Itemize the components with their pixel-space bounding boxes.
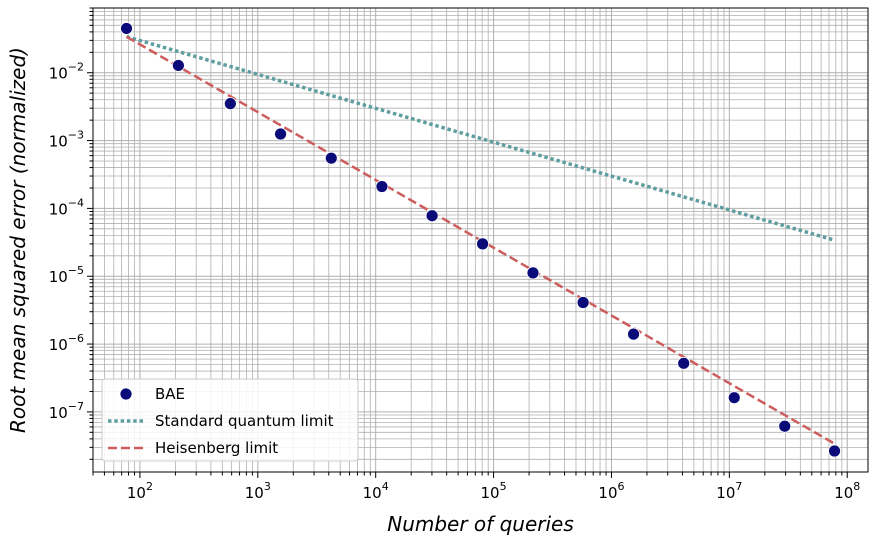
legend-label-0: BAE bbox=[155, 385, 185, 403]
legend-label-2: Heisenberg limit bbox=[155, 439, 278, 457]
x-axis-label: Number of queries bbox=[387, 512, 574, 536]
data-point bbox=[778, 419, 792, 433]
y-tick-label: 10−7 bbox=[49, 400, 84, 422]
y-tick-label: 10−2 bbox=[49, 61, 84, 83]
x-tick-label: 102 bbox=[127, 480, 153, 502]
grid-lines bbox=[92, 7, 868, 472]
data-point bbox=[425, 209, 439, 223]
y-tick-label: 10−3 bbox=[49, 129, 84, 151]
legend-marker-0 bbox=[119, 387, 133, 401]
x-tick-label: 107 bbox=[716, 480, 742, 502]
x-tick-label: 104 bbox=[363, 480, 389, 502]
data-point bbox=[375, 180, 389, 193]
data-point bbox=[476, 237, 489, 251]
plot-frame bbox=[92, 7, 869, 473]
legend-box bbox=[101, 378, 359, 462]
y-tick-label: 10−5 bbox=[49, 264, 84, 286]
data-point bbox=[120, 22, 133, 35]
data-point bbox=[727, 391, 741, 405]
legend: BAE Standard quantum limit Heisenberg limi… bbox=[101, 378, 359, 462]
legend-label-1: Standard quantum limit bbox=[155, 412, 334, 430]
data-point bbox=[274, 127, 287, 141]
data-point bbox=[627, 327, 640, 341]
data-point bbox=[526, 266, 540, 280]
x-tick-label: 108 bbox=[834, 480, 860, 502]
data-point bbox=[223, 97, 237, 111]
axis-ticks: 102 103 104 105 106 107 108 10−7 10−6 10−5 10−4 10−… bbox=[49, 7, 860, 502]
y-tick-label: 10−6 bbox=[49, 332, 84, 354]
data-point bbox=[324, 151, 338, 165]
y-tick-label: 10−4 bbox=[49, 196, 84, 218]
x-tick-label: 105 bbox=[481, 480, 507, 502]
series-line-1 bbox=[126, 34, 836, 242]
series-layer bbox=[120, 22, 841, 458]
data-point bbox=[171, 59, 185, 72]
data-point bbox=[828, 444, 841, 458]
x-tick-label: 103 bbox=[245, 480, 271, 502]
data-point bbox=[677, 356, 691, 370]
data-point bbox=[576, 296, 590, 309]
x-tick-label: 106 bbox=[598, 480, 624, 502]
y-axis-label: Root mean squared error (normalized) bbox=[6, 47, 30, 433]
